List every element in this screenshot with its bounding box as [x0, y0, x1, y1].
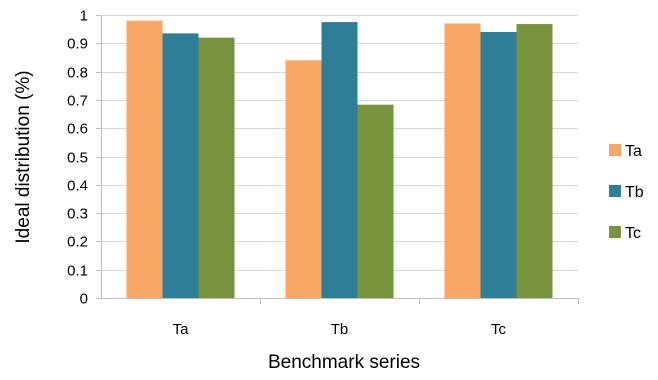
bars [126, 20, 553, 299]
bar-ta-tb [285, 60, 322, 298]
legend-swatch-tc [609, 226, 621, 238]
bar-tb-tc [480, 31, 517, 298]
y-axis-title: Ideal distribution (%) [13, 70, 34, 243]
legend-label-ta: Ta [625, 143, 642, 160]
axes: 0 0.1 0.2 0.3 0.4 0.5 0.6 0.7 0.8 0.9 1 Ta Tb Tc [67, 8, 579, 338]
legend-label-tc: Tc [625, 225, 641, 242]
bar-tb-tb [321, 22, 358, 298]
y-tick-label: 0.9 [67, 36, 88, 53]
x-axis-title: Benchmark series [268, 352, 420, 373]
x-tick-label: Ta [173, 321, 190, 338]
x-tick-label: Tc [491, 321, 507, 338]
y-tick-label: 0.6 [67, 121, 88, 138]
legend: Ta Tb Tc [609, 143, 644, 242]
y-tick-label: 0.2 [67, 234, 88, 251]
y-tick-label: 0.8 [67, 65, 88, 82]
bar-ta-tc [444, 23, 481, 299]
y-tick-label: 0.5 [67, 150, 88, 167]
x-tick-label: Tb [331, 321, 349, 338]
y-tick-label: 0.1 [67, 263, 88, 280]
legend-swatch-ta [609, 144, 621, 156]
y-tick-label: 0.7 [67, 93, 88, 110]
y-tick-label: 1 [80, 8, 88, 25]
y-tick-label: 0.3 [67, 206, 88, 223]
bar-tc-ta [198, 37, 235, 298]
bar-tc-tb [357, 104, 394, 298]
bar-ta-ta [126, 20, 163, 298]
y-tick-label: 0 [80, 291, 88, 308]
legend-label-tb: Tb [625, 184, 644, 201]
y-tick-label: 0.4 [67, 178, 88, 195]
bar-tb-ta [162, 33, 199, 299]
legend-swatch-tb [609, 185, 621, 197]
bar-tc-tc [516, 24, 553, 298]
